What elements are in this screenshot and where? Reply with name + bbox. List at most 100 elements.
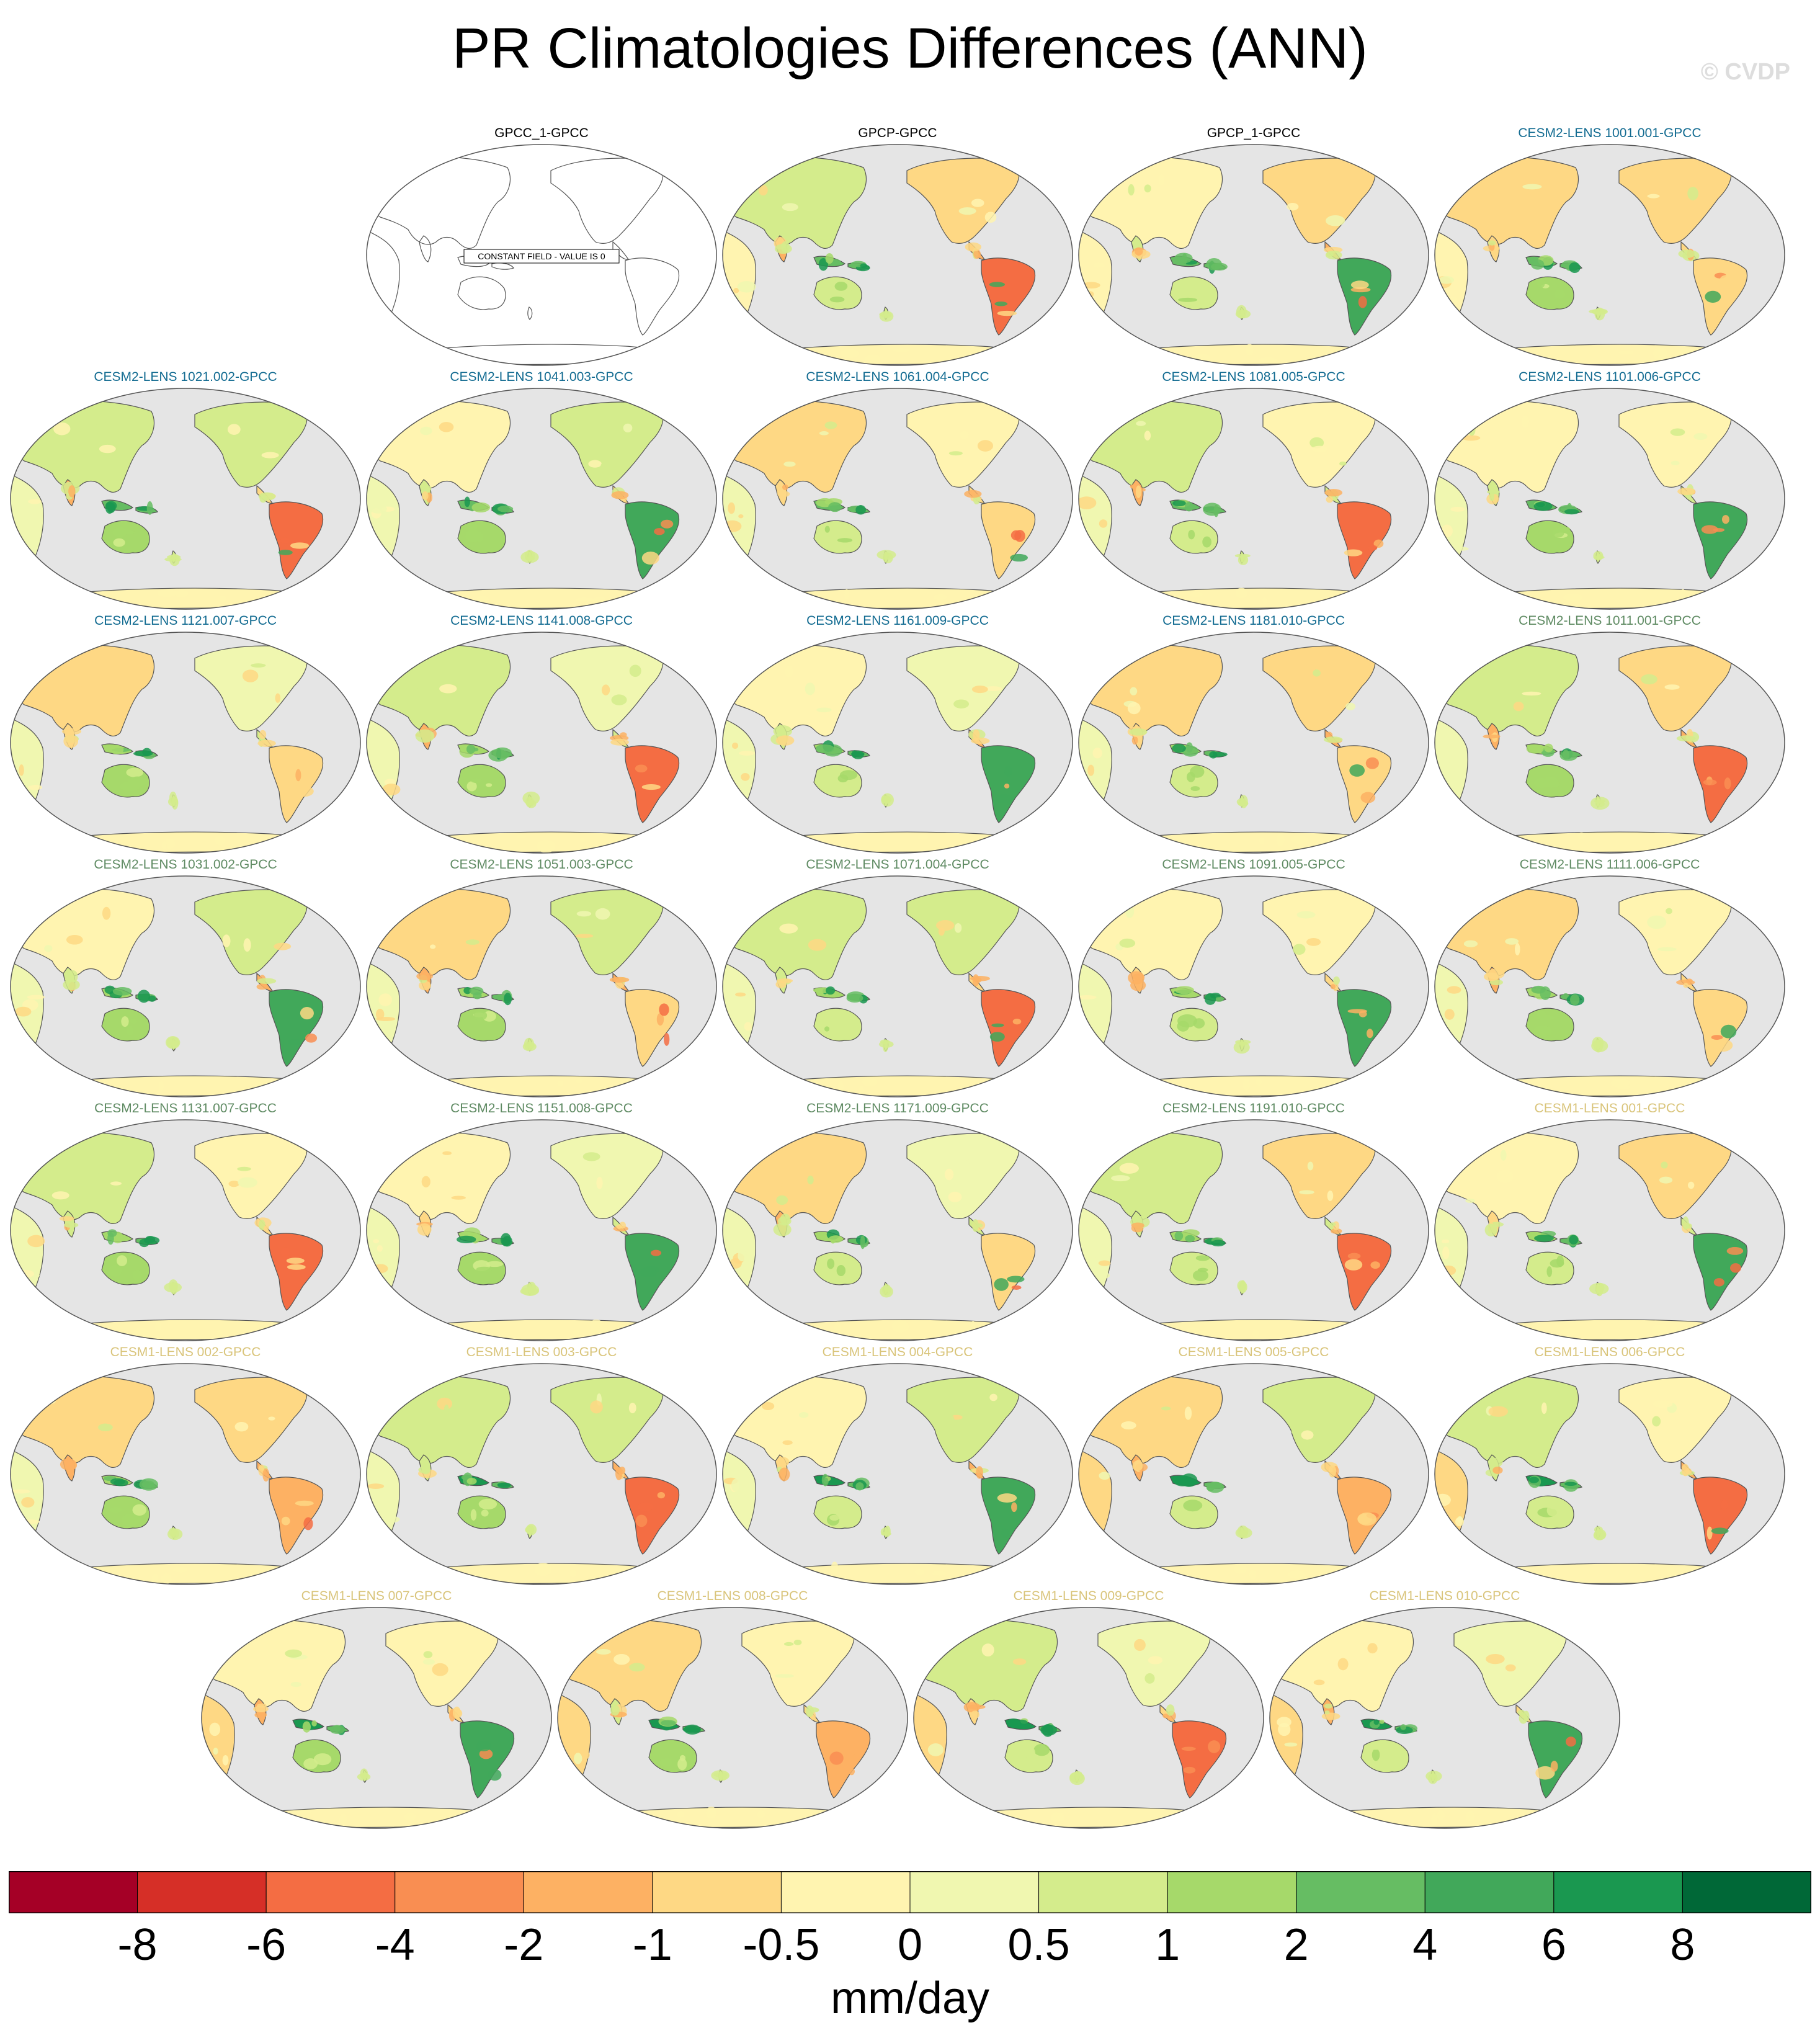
precip-anomaly-patch xyxy=(1489,979,1504,986)
precip-anomaly-patch xyxy=(1130,979,1146,991)
precip-anomaly-patch xyxy=(1284,1742,1298,1747)
precip-anomaly-patch xyxy=(280,537,290,544)
precip-anomaly-patch xyxy=(611,491,629,499)
precip-anomaly-patch xyxy=(1726,1246,1744,1255)
map-outline xyxy=(1078,144,1429,366)
precip-anomaly-patch xyxy=(1235,1527,1252,1539)
precip-anomaly-patch xyxy=(280,1247,290,1258)
precip-anomaly-patch xyxy=(893,348,910,352)
panel-title: CESM2-LENS 1001.001-GPCC xyxy=(1518,126,1702,140)
precip-anomaly-patch xyxy=(997,310,1017,316)
precip-anomaly-patch xyxy=(971,686,988,694)
continent-greenland xyxy=(656,156,689,176)
precip-anomaly-patch xyxy=(1688,1181,1695,1189)
continent-antarctica xyxy=(745,344,1059,365)
map-outline xyxy=(722,1119,1073,1341)
precip-anomaly-patch xyxy=(731,742,739,749)
continent-greenland xyxy=(656,644,689,664)
precip-anomaly-patch xyxy=(881,793,894,807)
precip-anomaly-patch xyxy=(63,979,80,991)
precip-anomaly-patch xyxy=(1537,279,1545,288)
continent-greenland xyxy=(656,1132,689,1151)
map-outline xyxy=(1434,144,1785,366)
precip-anomaly-patch xyxy=(829,1751,844,1765)
precip-anomaly-patch xyxy=(1185,1235,1195,1243)
precip-anomaly-patch xyxy=(476,532,483,542)
world-map xyxy=(1078,388,1429,610)
precip-anomaly-patch xyxy=(161,841,167,850)
precip-anomaly-patch xyxy=(110,744,124,754)
panel-title: CESM2-LENS 1141.008-GPCC xyxy=(450,614,633,628)
continent-south-america xyxy=(1693,989,1748,1067)
precip-anomaly-patch xyxy=(300,1007,314,1020)
continent-greenland xyxy=(656,888,689,908)
constant-field-box xyxy=(463,249,620,264)
precip-anomaly-patch xyxy=(953,699,970,708)
precip-anomaly-patch xyxy=(237,1166,251,1171)
panel-title: CESM2-LENS 1071.004-GPCC xyxy=(806,857,989,872)
precip-anomaly-patch xyxy=(1730,1263,1741,1273)
colorbar-units-label: mm/day xyxy=(830,1973,990,2023)
precip-anomaly-patch xyxy=(965,242,981,252)
precip-anomaly-patch xyxy=(1337,1658,1349,1671)
precip-anomaly-patch xyxy=(819,431,829,436)
precip-anomaly-patch xyxy=(1291,1429,1300,1434)
map-outline xyxy=(557,1607,908,1829)
precip-anomaly-patch xyxy=(660,1137,678,1149)
precip-anomaly-patch xyxy=(1592,1037,1604,1049)
precip-anomaly-patch xyxy=(1444,1009,1455,1020)
precip-anomaly-patch xyxy=(144,1236,160,1245)
precip-anomaly-patch xyxy=(1550,1761,1558,1772)
panel-title: CESM1-LENS 009-GPCC xyxy=(1013,1589,1164,1603)
precip-anomaly-patch xyxy=(537,839,556,853)
continent-south-america xyxy=(1337,989,1392,1067)
continent-greenland xyxy=(1368,400,1401,420)
precip-anomaly-patch xyxy=(100,703,114,709)
precip-anomaly-patch xyxy=(117,530,135,535)
precip-anomaly-patch xyxy=(774,1674,795,1678)
precip-anomaly-patch xyxy=(99,444,116,454)
precip-anomaly-patch xyxy=(836,1265,846,1276)
precip-anomaly-patch xyxy=(833,1501,845,1513)
map-panel: CESM2-LENS 1171.009-GPCC xyxy=(721,1101,1074,1343)
precip-anomaly-patch xyxy=(476,1741,492,1751)
precip-anomaly-patch xyxy=(1563,593,1583,601)
precip-anomaly-patch xyxy=(656,1012,664,1026)
precip-anomaly-patch xyxy=(466,781,477,792)
precip-anomaly-patch xyxy=(524,1037,535,1051)
precip-anomaly-patch xyxy=(623,423,633,433)
precip-anomaly-patch xyxy=(1463,940,1478,947)
panel-title: CESM2-LENS 1191.010-GPCC xyxy=(1162,1101,1345,1115)
precip-anomaly-patch xyxy=(1659,1176,1673,1184)
precip-anomaly-patch xyxy=(376,1017,396,1021)
precip-anomaly-patch xyxy=(1024,889,1036,903)
precip-anomaly-patch xyxy=(1685,978,1693,983)
continent-south-america xyxy=(625,1477,680,1555)
precip-anomaly-patch xyxy=(1119,938,1136,948)
precip-anomaly-patch xyxy=(423,1651,433,1658)
precip-anomaly-patch xyxy=(991,1023,1004,1027)
precip-anomaly-patch xyxy=(1468,423,1476,436)
colorbar-tick-label: -8 xyxy=(117,1920,158,1970)
precip-anomaly-patch xyxy=(1211,262,1228,271)
continent-antarctica xyxy=(1101,588,1416,609)
world-map xyxy=(1434,875,1785,1097)
precip-anomaly-patch xyxy=(1011,1285,1022,1290)
precip-anomaly-patch xyxy=(486,1261,504,1267)
precip-anomaly-patch xyxy=(107,1229,117,1237)
map-panel: CESM2-LENS 1151.008-GPCC xyxy=(365,1101,718,1343)
precip-anomaly-patch xyxy=(1666,908,1672,914)
precip-anomaly-patch xyxy=(1735,895,1745,900)
precip-anomaly-patch xyxy=(1720,1024,1737,1039)
precip-anomaly-patch xyxy=(258,492,276,501)
precip-anomaly-patch xyxy=(1647,915,1667,929)
precip-anomaly-patch xyxy=(1004,784,1010,789)
precip-anomaly-patch xyxy=(1020,159,1032,170)
colorbar-swatch xyxy=(652,1871,782,1913)
map-panel: CESM2-LENS 1081.005-GPCC xyxy=(1077,369,1430,611)
precip-anomaly-patch xyxy=(779,923,798,934)
continent-greenland xyxy=(300,400,332,420)
precip-anomaly-patch xyxy=(1069,1772,1084,1782)
precip-anomaly-patch xyxy=(1344,549,1363,556)
precip-anomaly-patch xyxy=(21,778,37,786)
